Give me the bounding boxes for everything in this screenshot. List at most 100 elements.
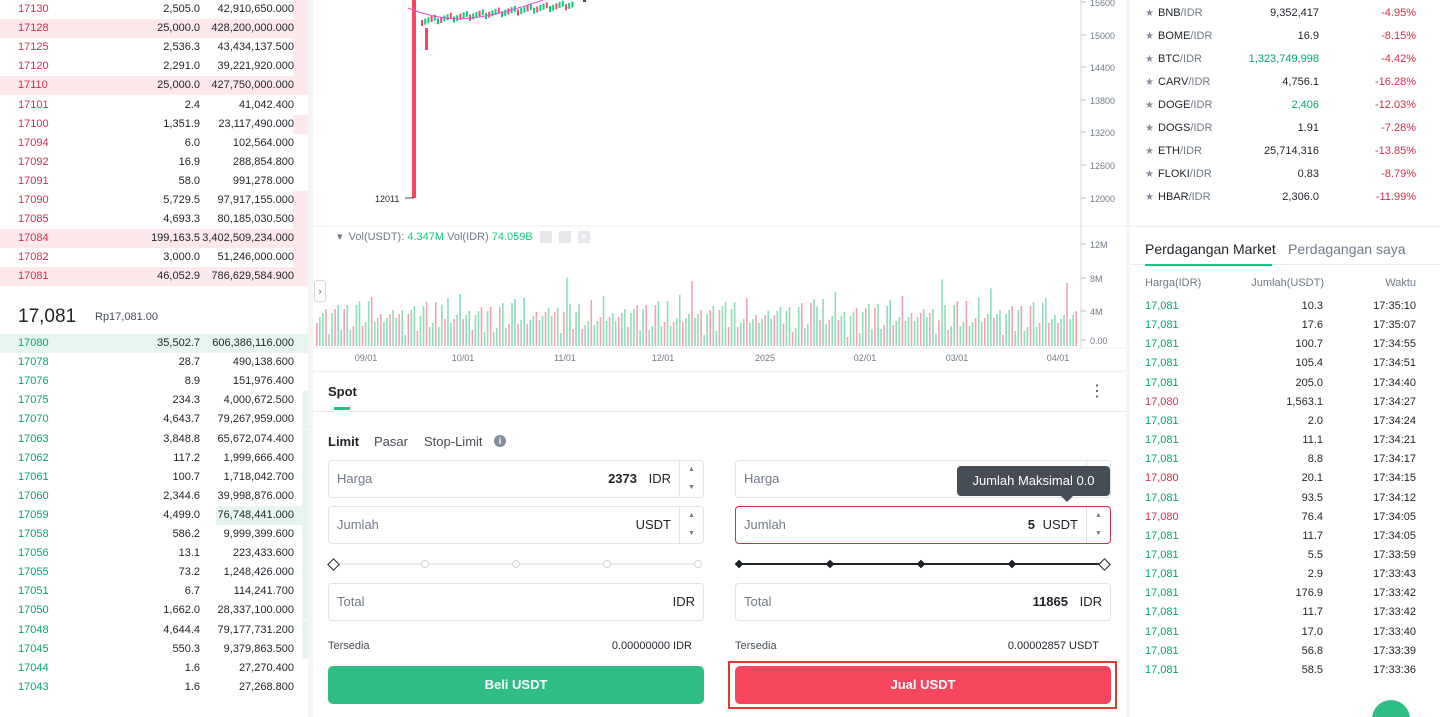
market-row[interactable]: ★ BNB/IDR 9,352,417 -4.95% (1130, 2, 1440, 25)
ask-row[interactable]: 17110 25,000.0 427,750,000.000 (0, 76, 308, 96)
slider-mark-75[interactable] (603, 560, 611, 568)
slider-mark-100[interactable] (694, 560, 702, 568)
ask-row[interactable]: 17125 2,536.3 43,434,137.500 (0, 38, 308, 58)
stepper-up-icon[interactable]: ▲ (688, 512, 695, 519)
ask-row[interactable]: 17101 2.4 41,042.400 (0, 96, 308, 115)
ask-row[interactable]: 17120 2,291.0 39,221,920.000 (0, 57, 308, 77)
order-type-market[interactable]: Pasar (374, 434, 408, 449)
market-row[interactable]: ★ CARV/IDR 4,756.1 -16.28% (1130, 71, 1440, 94)
ask-row[interactable]: 17084 199,163.5 3,402,509,234.000 (0, 229, 308, 249)
bid-row[interactable]: 17076 8.9 151,976.400 (0, 372, 308, 391)
sell-usdt-button[interactable]: Jual USDT (735, 666, 1111, 704)
buy-amount-field[interactable]: Jumlah USDT ▲ ▼ (328, 506, 704, 544)
buy-price-stepper[interactable]: ▲ ▼ (679, 461, 703, 497)
star-icon[interactable]: ★ (1145, 77, 1154, 88)
bid-row[interactable]: 17063 3,848.8 65,672,074.400 (0, 429, 308, 449)
ask-row[interactable]: 17128 25,000.0 428,200,000.000 (0, 19, 308, 39)
slider-mark-50[interactable] (916, 559, 926, 569)
ask-row[interactable]: 17094 6.0 102,564.000 (0, 134, 308, 153)
star-icon[interactable]: ★ (1145, 123, 1154, 134)
chevron-right-icon[interactable]: › (314, 280, 326, 302)
info-icon[interactable]: i (494, 435, 506, 447)
price-chart[interactable]: 15600 15000 14400 13800 13200 12600 12000 12M 8M… (313, 0, 1126, 370)
stepper-down-icon[interactable]: ▼ (688, 530, 695, 537)
slider-mark-75[interactable] (1007, 559, 1017, 569)
bid-row[interactable]: 17043 1.6 27,268.800 (0, 678, 308, 697)
trade-time: 17:33:40 (1373, 625, 1416, 638)
star-icon[interactable]: ★ (1145, 31, 1154, 42)
slider-mark-0[interactable] (734, 559, 744, 569)
stepper-down-icon[interactable]: ▼ (688, 484, 695, 491)
ask-row[interactable]: 17082 3,000.0 51,246,000.000 (0, 248, 308, 268)
bid-row[interactable]: 17075 234.3 4,000,672.500 (0, 391, 308, 411)
bid-row[interactable]: 17044 1.6 27,270.400 (0, 659, 308, 678)
buy-price-value[interactable]: 2373 (608, 471, 637, 486)
chat-icon[interactable] (1372, 700, 1410, 717)
buy-price-field[interactable]: Harga 2373 IDR ▲ ▼ (328, 460, 704, 498)
bid-row[interactable]: 17045 550.3 9,379,863.500 (0, 639, 308, 659)
slider-mark-25[interactable] (421, 560, 429, 568)
ask-row[interactable]: 17130 2,505.0 42,910,650.000 (0, 0, 308, 19)
sell-amount-value[interactable]: 5 (1027, 517, 1035, 532)
candlestick-chart[interactable]: 15600 15000 14400 13800 13200 12600 12000 12M 8M… (313, 0, 1126, 370)
ask-row[interactable]: 17085 4,693.3 80,185,030.500 (0, 210, 308, 230)
bid-row[interactable]: 17055 73.2 1,248,426.000 (0, 563, 308, 583)
market-row[interactable]: ★ BTC/IDR 1,323,749,998 -4.42% (1130, 48, 1440, 71)
stepper-up-icon[interactable]: ▲ (688, 466, 695, 473)
sell-total-field[interactable]: Total 11865 IDR (735, 583, 1111, 621)
stepper-up-icon[interactable]: ▲ (1095, 512, 1102, 519)
ask-row[interactable]: 17100 1,351.9 23,117,490.000 (0, 114, 308, 134)
slider-mark-50[interactable] (512, 560, 520, 568)
market-row[interactable]: ★ ETH/IDR 25,714,316 -13.85% (1130, 140, 1440, 163)
tab-my-trades[interactable]: Perdagangan saya (1288, 241, 1406, 257)
market-row[interactable]: ★ DOGE/IDR 2,406 -12.03% (1130, 94, 1440, 117)
close-icon[interactable]: ✕ (577, 231, 590, 244)
star-icon[interactable]: ★ (1145, 8, 1154, 19)
order-type-stop-limit[interactable]: Stop-Limit (424, 434, 483, 449)
bid-row[interactable]: 17059 4,499.0 76,748,441.000 (0, 505, 308, 525)
bid-row[interactable]: 17050 1,662.0 28,337,100.000 (0, 601, 308, 621)
buy-usdt-button[interactable]: Beli USDT (328, 666, 704, 704)
bid-row[interactable]: 17048 4,644.4 79,177,731.200 (0, 620, 308, 640)
star-icon[interactable]: ★ (1145, 54, 1154, 65)
star-icon[interactable]: ★ (1145, 192, 1154, 203)
ask-row[interactable]: 17090 5,729.5 97,917,155.000 (0, 191, 308, 210)
ask-row[interactable]: 17081 46,052.9 786,629,584.900 (0, 267, 308, 287)
market-row[interactable]: ★ DOGS/IDR 1.91 -7.28% (1130, 117, 1440, 140)
bid-row[interactable]: 17058 586.2 9,999,399.600 (0, 525, 308, 544)
tab-spot[interactable]: Spot (328, 384, 357, 399)
bid-row[interactable]: 17070 4,643.7 79,267,959.000 (0, 410, 308, 430)
bid-row[interactable]: 17056 13.1 223,433.600 (0, 544, 308, 564)
star-icon[interactable]: ★ (1145, 100, 1154, 111)
buy-amount-stepper[interactable]: ▲ ▼ (679, 507, 703, 543)
slider-mark-25[interactable] (825, 559, 835, 569)
collapse-icon[interactable]: ▾ (337, 231, 343, 243)
sell-amount-stepper[interactable]: ▲ ▼ (1086, 507, 1110, 543)
buy-total-field[interactable]: Total IDR (328, 583, 704, 621)
eye-icon[interactable] (539, 231, 552, 244)
bid-row[interactable]: 17060 2,344.6 39,998,876.000 (0, 486, 308, 506)
buy-percent-slider[interactable] (327, 557, 704, 571)
bid-row[interactable]: 17061 100.7 1,718,042.700 (0, 467, 308, 487)
ask-row[interactable]: 17091 58.0 991,278.000 (0, 172, 308, 191)
star-icon[interactable]: ★ (1145, 169, 1154, 180)
more-options-icon[interactable]: ⋮ (1089, 383, 1105, 400)
tab-market-trades[interactable]: Perdagangan Market (1145, 241, 1276, 257)
order-type-limit[interactable]: Limit (328, 434, 360, 449)
slider-handle[interactable] (327, 558, 340, 571)
slider-handle[interactable] (1098, 558, 1111, 571)
bid-row[interactable]: 17051 6.7 114,241.700 (0, 582, 308, 602)
market-row[interactable]: ★ BOME/IDR 16.9 -8.15% (1130, 25, 1440, 48)
sell-percent-slider[interactable] (734, 557, 1111, 571)
market-row[interactable]: ★ HBAR/IDR 2,306.0 -11.99% (1130, 186, 1440, 209)
bid-row[interactable]: 17080 35,502.7 606,386,116.000 (0, 334, 308, 353)
ask-row[interactable]: 17092 16.9 288,854.800 (0, 153, 308, 172)
star-icon[interactable]: ★ (1145, 146, 1154, 157)
bid-row[interactable]: 17078 28.7 490,138.600 (0, 353, 308, 372)
sell-amount-field[interactable]: Jumlah 5 USDT ▲ ▼ (735, 506, 1111, 544)
bid-row[interactable]: 17062 117.2 1,999,666.400 (0, 448, 308, 468)
settings-icon[interactable] (558, 231, 571, 244)
sell-total-value[interactable]: 11865 (1032, 594, 1068, 609)
market-row[interactable]: ★ FLOKI/IDR 0.83 -8.79% (1130, 163, 1440, 186)
stepper-down-icon[interactable]: ▼ (1095, 530, 1102, 537)
